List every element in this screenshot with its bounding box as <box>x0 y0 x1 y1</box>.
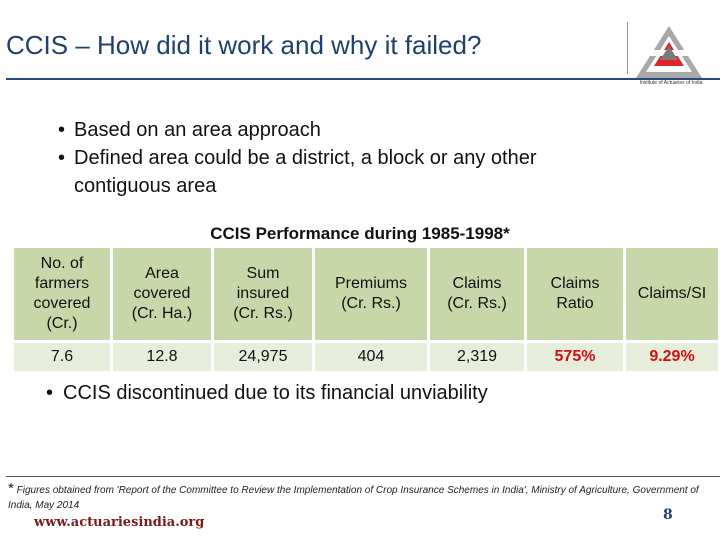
col-header-claims-ratio: Claims Ratio <box>525 248 626 342</box>
footer-url: www.actuariesindia.org <box>34 515 205 530</box>
header-rule <box>6 78 720 80</box>
table-cell: 7.6 <box>14 340 113 371</box>
bullet-item-continuation: contiguous area <box>74 175 217 197</box>
header-line: insured <box>236 285 290 302</box>
col-header-area: Area covered (Cr. Ha.) <box>111 248 214 342</box>
bullet-item: Based on an area approach <box>58 116 536 144</box>
header-line: Claims <box>452 275 502 292</box>
performance-table: No. of farmers covered (Cr.) Area covere… <box>14 248 718 371</box>
page-number: 8 <box>663 507 673 523</box>
header-line: (Cr. Rs.) <box>341 295 401 312</box>
title-divider <box>627 22 628 74</box>
bullet-item: CCIS discontinued due to its financial u… <box>46 382 488 405</box>
header-line: covered <box>33 295 91 312</box>
institute-logo-icon <box>636 26 702 78</box>
footnote-marker: * <box>8 480 14 497</box>
header-line: farmers <box>34 275 90 292</box>
col-header-claims: Claims (Cr. Rs.) <box>428 248 527 342</box>
footnote: * Figures obtained from 'Report of the C… <box>8 481 708 513</box>
table-title: CCIS Performance during 1985-1998* <box>210 224 510 243</box>
logo-caption: Institute of Actuaries of India <box>639 80 703 86</box>
footnote-rule <box>6 476 720 477</box>
header-line: Sum <box>246 265 280 282</box>
header-line: covered <box>133 285 191 302</box>
header-line: Premiums <box>334 275 407 292</box>
bullet-item: Defined area could be a district, a bloc… <box>58 144 536 172</box>
slide-title: CCIS – How did it work and why it failed… <box>6 30 482 60</box>
table-header-row: No. of farmers covered (Cr.) Area covere… <box>14 248 718 342</box>
col-header-farmers: No. of farmers covered (Cr.) <box>14 248 113 342</box>
table-cell: 24,975 <box>212 340 315 371</box>
header-line: No. of <box>40 255 84 272</box>
col-header-claims-si: Claims/SI <box>624 248 718 342</box>
header-line: (Cr. Rs.) <box>233 305 293 322</box>
table-row: 7.6 12.8 24,975 404 2,319 575% 9.29% <box>14 340 718 371</box>
table-cell-claims-si: 9.29% <box>624 340 718 371</box>
header-line: (Cr.) <box>46 315 78 332</box>
table-cell: 404 <box>313 340 430 371</box>
header-line: Area <box>145 265 179 282</box>
header-line: Claims/SI <box>637 285 707 302</box>
col-header-premiums: Premiums (Cr. Rs.) <box>313 248 430 342</box>
header-line: Ratio <box>556 295 594 312</box>
table-cell: 2,319 <box>428 340 527 371</box>
table-cell-claims-ratio: 575% <box>525 340 626 371</box>
header-line: (Cr. Rs.) <box>447 295 507 312</box>
col-header-sum-insured: Sum insured (Cr. Rs.) <box>212 248 315 342</box>
table-cell: 12.8 <box>111 340 214 371</box>
header-line: (Cr. Ha.) <box>131 305 193 322</box>
header-line: Claims <box>550 275 600 292</box>
footnote-text: Figures obtained from 'Report of the Com… <box>8 485 699 511</box>
bullet-list: Based on an area approach Defined area c… <box>58 116 536 200</box>
